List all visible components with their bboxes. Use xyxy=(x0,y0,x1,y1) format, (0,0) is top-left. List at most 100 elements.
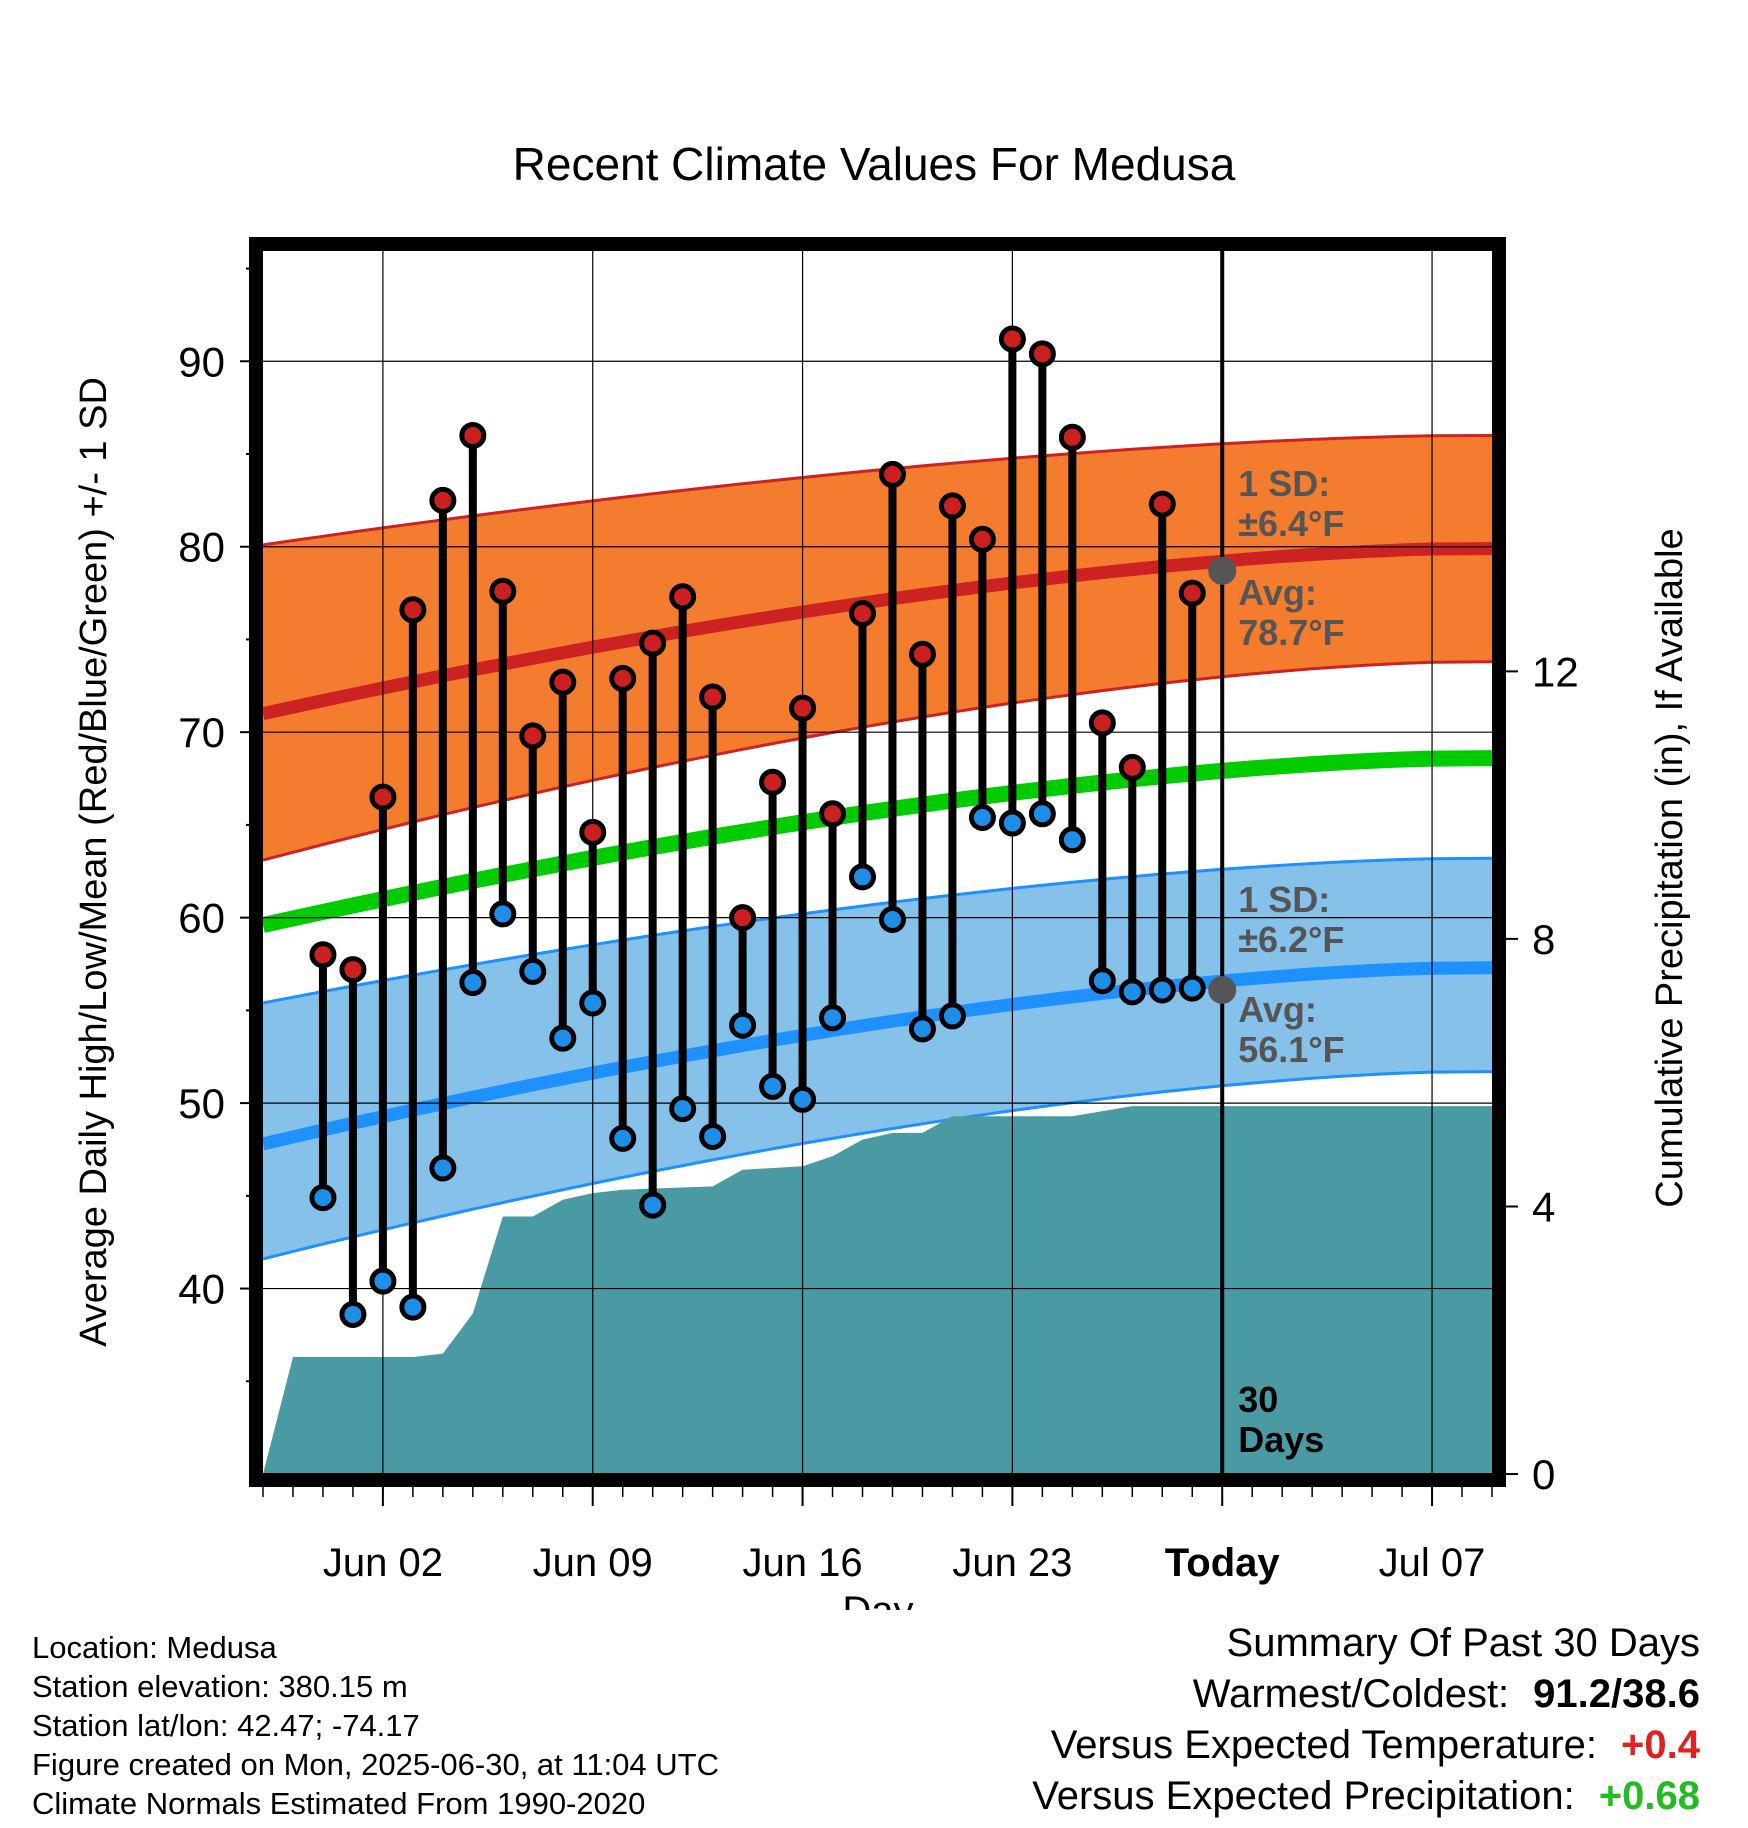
summary-temp-row: Versus Expected Temperature: +0.4 xyxy=(1032,1720,1700,1771)
high-sd-label: ±6.4°F xyxy=(1238,503,1344,544)
high-avg-label: 78.7°F xyxy=(1238,612,1344,653)
high-point xyxy=(878,460,906,488)
summary-panel: Summary Of Past 30 Days Warmest/Coldest:… xyxy=(1032,1618,1700,1822)
low-sd-band xyxy=(263,858,1492,1259)
low-point xyxy=(908,1015,936,1043)
y-tick-label: 60 xyxy=(178,895,225,942)
high-point xyxy=(998,325,1026,353)
high-point xyxy=(1058,423,1086,451)
high-point xyxy=(968,525,996,553)
warmest-label: Warmest/Coldest: xyxy=(1192,1672,1510,1716)
high-point xyxy=(849,599,877,627)
y2-axis-title: Cumulative Precipitation (in), If Availa… xyxy=(1649,528,1691,1207)
high-point xyxy=(669,583,697,611)
high-sd-label: 1 SD: xyxy=(1238,463,1330,504)
high-avg-label: Avg: xyxy=(1238,572,1317,613)
summary-warmest-row: Warmest/Coldest: 91.2/38.6 xyxy=(1032,1669,1700,1720)
y-tick-label: 70 xyxy=(178,709,225,756)
low-sd-upper-line xyxy=(263,856,1492,1005)
elevation-text: Station elevation: 380.15 m xyxy=(32,1669,408,1704)
low-point xyxy=(699,1122,727,1150)
summary-title: Summary Of Past 30 Days xyxy=(1226,1621,1700,1665)
y-tick-label: 40 xyxy=(178,1266,225,1313)
precipitation-area xyxy=(263,1106,1492,1474)
low-point xyxy=(819,1004,847,1032)
low-point xyxy=(519,957,547,985)
x-tick-label: Jun 23 xyxy=(952,1541,1072,1585)
x-axis-title: Day xyxy=(842,1589,913,1610)
low-point xyxy=(579,989,607,1017)
plot-frame xyxy=(249,237,1506,1487)
precip-value: +0.68 xyxy=(1598,1774,1700,1818)
x-tick-label: Jul 07 xyxy=(1379,1541,1486,1585)
low-avg-label: 56.1°F xyxy=(1238,1029,1344,1070)
y2-tick-label: 4 xyxy=(1532,1183,1555,1230)
y-tick-label: 80 xyxy=(178,524,225,571)
y2-tick-label: 12 xyxy=(1532,648,1579,695)
high-point xyxy=(938,492,966,520)
temp-label: Versus Expected Temperature: xyxy=(1050,1723,1598,1767)
chart-title: Recent Climate Values For Medusa xyxy=(513,138,1236,190)
x-tick-label: Jun 09 xyxy=(533,1541,653,1585)
high-point xyxy=(699,683,727,711)
y2-tick-label: 0 xyxy=(1532,1451,1555,1498)
low-point xyxy=(639,1191,667,1219)
precip-label: Versus Expected Precipitation: xyxy=(1032,1774,1575,1818)
low-point xyxy=(669,1095,697,1123)
y-tick-label: 50 xyxy=(178,1080,225,1127)
days-label: 30 xyxy=(1238,1379,1278,1420)
low-avg-line xyxy=(263,961,1492,1151)
y-tick-label: 90 xyxy=(178,338,225,385)
low-point xyxy=(399,1293,427,1321)
station-info: Location: Medusa Station elevation: 380.… xyxy=(32,1628,719,1823)
today-high-avg-marker xyxy=(1208,556,1237,585)
summary-precip-row: Versus Expected Precipitation: +0.68 xyxy=(1032,1771,1700,1822)
high-point xyxy=(1088,709,1116,737)
low-point xyxy=(968,803,996,831)
high-point xyxy=(639,629,667,657)
low-point xyxy=(369,1267,397,1295)
high-point xyxy=(1178,579,1206,607)
today-low-avg-marker xyxy=(1208,975,1237,1004)
x-tick-label: Jun 16 xyxy=(743,1541,863,1585)
high-point xyxy=(1118,753,1146,781)
high-point xyxy=(549,668,577,696)
low-point xyxy=(998,809,1026,837)
low-point xyxy=(459,969,487,997)
low-point xyxy=(489,900,517,928)
high-point xyxy=(789,694,817,722)
high-point xyxy=(729,904,757,932)
low-sd-label: 1 SD: xyxy=(1238,879,1330,920)
high-sd-band xyxy=(263,435,1492,861)
x-tick-label-today: Today xyxy=(1165,1541,1281,1585)
warmest-value: 91.2/38.6 xyxy=(1533,1672,1700,1716)
x-tick-label: Jun 02 xyxy=(323,1541,443,1585)
low-point xyxy=(1088,967,1116,995)
created-text: Figure created on Mon, 2025-06-30, at 11… xyxy=(32,1747,719,1782)
high-point xyxy=(1148,490,1176,518)
high-point xyxy=(489,577,517,605)
location-text: Location: Medusa xyxy=(32,1630,277,1665)
high-point xyxy=(579,818,607,846)
high-point xyxy=(908,640,936,668)
low-point xyxy=(938,1002,966,1030)
low-point xyxy=(789,1085,817,1113)
high-point xyxy=(759,768,787,796)
low-point xyxy=(1178,974,1206,1002)
normals-text: Climate Normals Estimated From 1990-2020 xyxy=(32,1786,646,1821)
low-point xyxy=(1148,976,1176,1004)
low-point xyxy=(609,1124,637,1152)
high-point xyxy=(819,800,847,828)
low-point xyxy=(759,1072,787,1100)
high-point xyxy=(519,722,547,750)
low-point xyxy=(729,1011,757,1039)
high-point xyxy=(339,956,367,984)
y2-tick-label: 8 xyxy=(1532,916,1555,963)
climate-chart: Recent Climate Values For Medusa 4050607… xyxy=(73,138,1691,1610)
low-point xyxy=(1058,826,1086,854)
days-label: Days xyxy=(1238,1419,1324,1460)
low-point xyxy=(878,905,906,933)
low-sd-lower-line xyxy=(263,1070,1492,1261)
high-point xyxy=(459,421,487,449)
high-point xyxy=(1028,340,1056,368)
